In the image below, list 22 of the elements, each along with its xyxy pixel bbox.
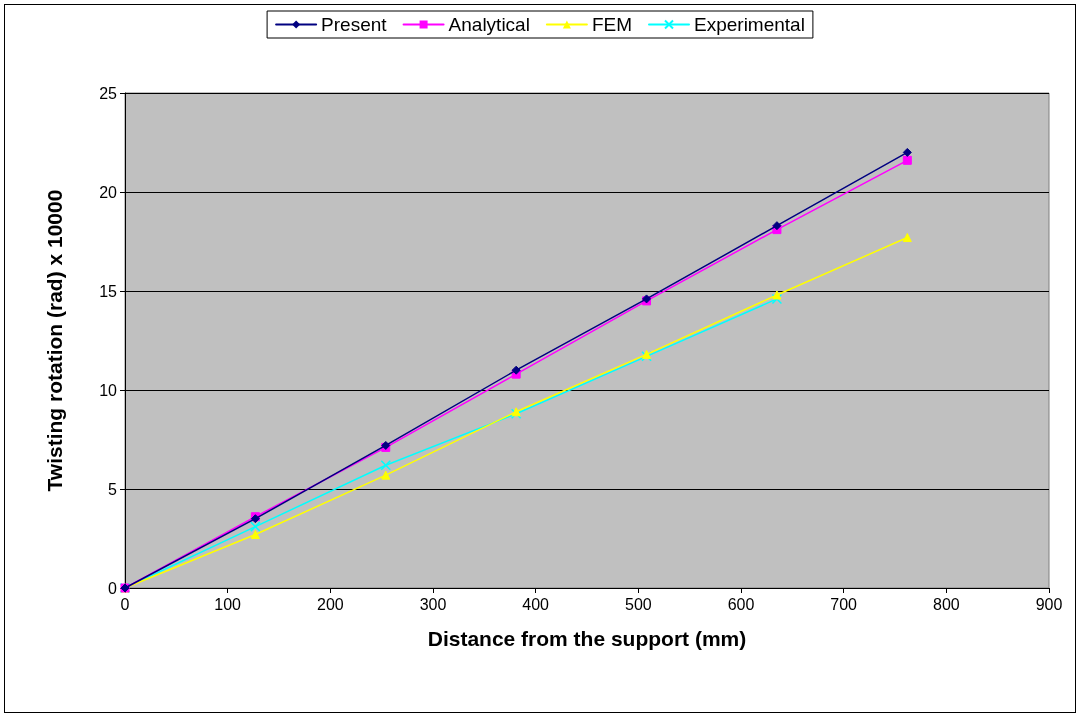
- y-tick-label: 0: [108, 579, 118, 597]
- legend-label: Experimental: [694, 14, 805, 35]
- y-axis-title: Twisting rotation (rad) x 10000: [43, 189, 66, 492]
- y-tick-label: 20: [99, 183, 118, 201]
- y-tick-label: 10: [99, 381, 118, 399]
- x-tick-label: 600: [727, 595, 755, 613]
- x-tick-label: 200: [316, 595, 344, 613]
- x-axis-title: Distance from the support (mm): [427, 627, 747, 650]
- x-tick-label: 500: [624, 595, 652, 613]
- x-tick-label: 300: [419, 595, 447, 613]
- x-tick-label: 400: [522, 595, 550, 613]
- y-tick-label: 25: [99, 84, 118, 102]
- legend-label: Present: [321, 14, 388, 35]
- legend-label: Analytical: [448, 14, 530, 35]
- x-tick-label: 800: [932, 595, 960, 613]
- x-tick-label: 900: [1035, 595, 1063, 613]
- x-tick-label: 100: [214, 595, 242, 613]
- y-tick-label: 5: [108, 480, 118, 498]
- y-tick-label: 15: [99, 282, 118, 300]
- x-tick-label: 0: [120, 595, 130, 613]
- x-tick-label: 700: [830, 595, 858, 613]
- legend-label: FEM: [591, 14, 633, 35]
